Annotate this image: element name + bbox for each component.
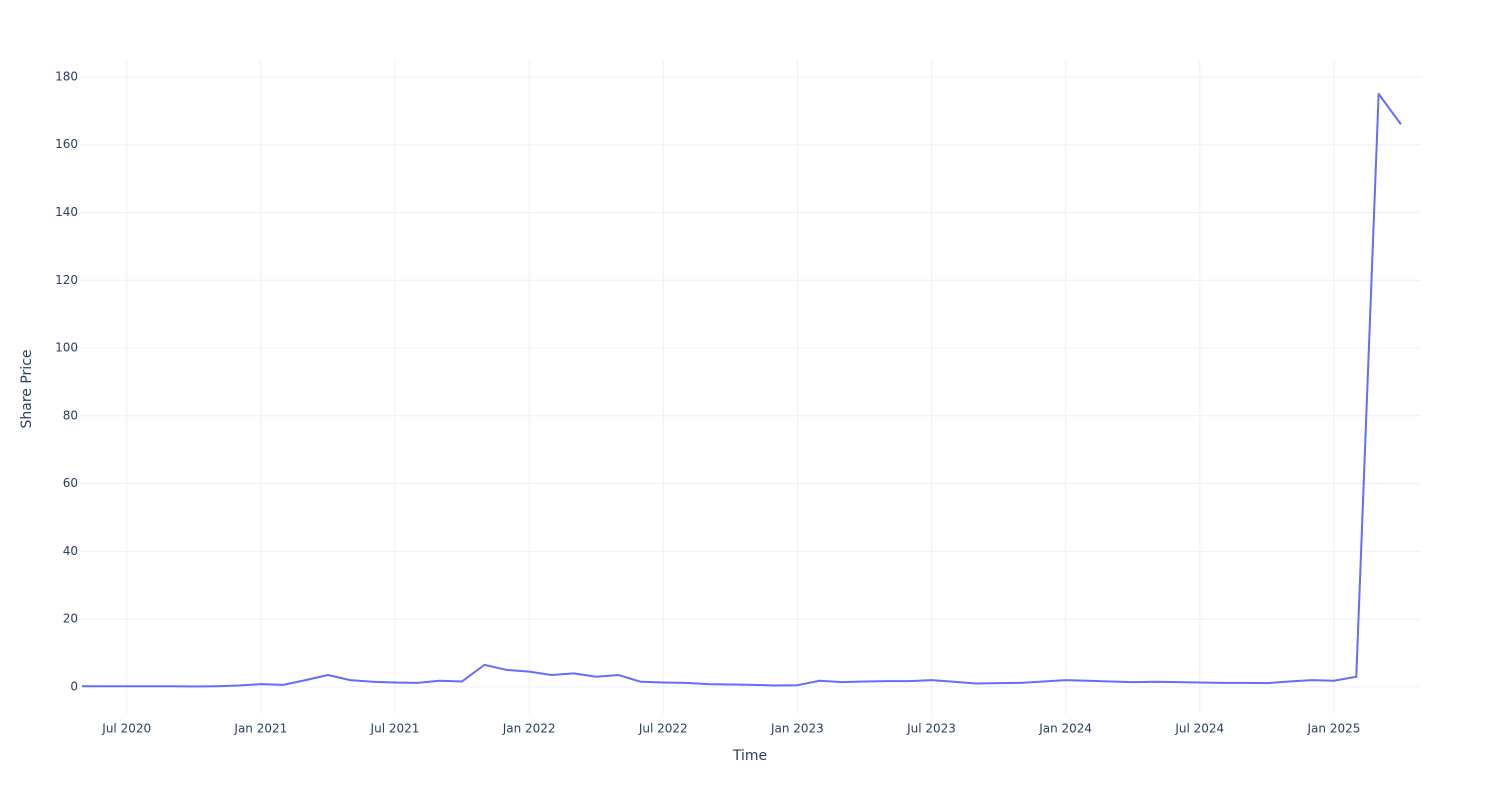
x-tick-label: Jul 2021 — [370, 722, 420, 736]
x-tick-label: Jul 2022 — [638, 722, 688, 736]
y-tick-label: 140 — [55, 205, 78, 219]
y-tick-label: 180 — [55, 69, 78, 83]
x-axis-title: Time — [732, 748, 767, 764]
x-tick-label: Jan 2023 — [770, 722, 824, 736]
x-tick-label: Jul 2020 — [101, 722, 151, 736]
x-tick-label: Jul 2023 — [906, 722, 956, 736]
y-tick-label: 120 — [55, 273, 78, 287]
x-tick-label: Jan 2025 — [1307, 722, 1361, 736]
y-tick-label: 0 — [70, 679, 78, 693]
y-tick-label: 160 — [55, 137, 78, 151]
price-line — [82, 92, 1402, 688]
y-tick-label: 40 — [63, 544, 78, 558]
x-tick-label: Jul 2024 — [1174, 722, 1224, 736]
y-tick-label: 100 — [55, 341, 78, 355]
y-axis-title: Share Price — [19, 349, 35, 428]
y-tick-label: 60 — [63, 476, 78, 490]
y-tick-label: 20 — [63, 612, 78, 626]
x-tick-label: Jan 2024 — [1038, 722, 1092, 736]
y-tick-label: 80 — [63, 408, 78, 422]
x-tick-label: Jan 2022 — [502, 722, 556, 736]
x-tick-label: Jan 2021 — [233, 722, 287, 736]
